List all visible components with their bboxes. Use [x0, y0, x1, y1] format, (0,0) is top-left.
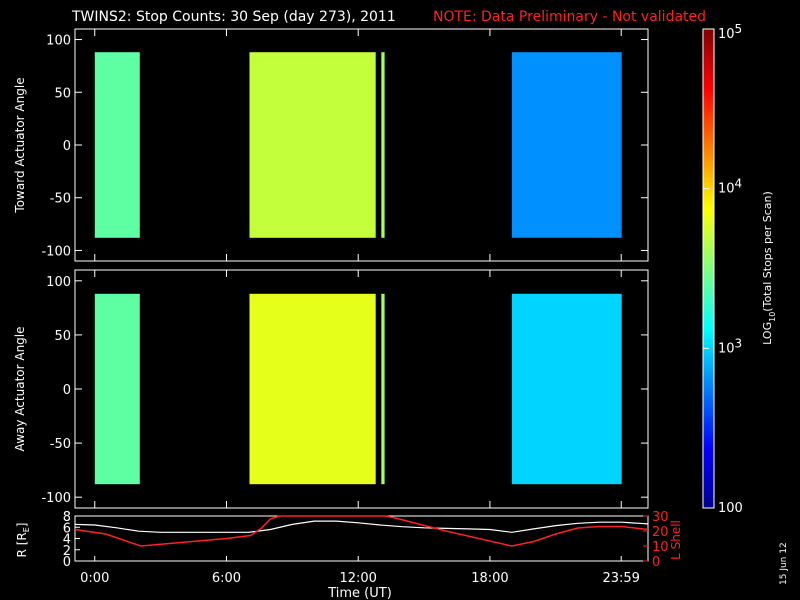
away-heatmap-marks — [94, 293, 622, 485]
time-xtick-label-2: 12:00 — [339, 571, 376, 586]
colorbar-tick-label-2: 103 — [718, 336, 742, 356]
away-y-ticks: 100 50 0 -50 -100 — [41, 270, 648, 508]
colorbar-label: LOG10(Total Stops per Scan) — [761, 191, 777, 345]
toward-heatmap-segment-2 — [381, 52, 385, 238]
colorbar-tick-label-1: 104 — [718, 177, 742, 197]
time-xtick-label-4: 23:59 — [602, 571, 639, 586]
lshell-series-line — [74, 515, 649, 547]
colorbar-label-log: LOG — [761, 322, 774, 345]
away-heatmap-segment-0 — [94, 293, 140, 485]
lshell-ytick-label-0: 30 — [652, 510, 669, 525]
toward-y-axis-label: Toward Actuator Angle — [13, 77, 27, 213]
colorbar-ticks: 105 104 103 100 — [703, 22, 743, 516]
date-stamp: 15 Jun 12 — [779, 542, 789, 585]
away-heatmap-segment-3 — [511, 293, 622, 485]
x-axis-label: Time (UT) — [327, 586, 392, 600]
figure-title: TWINS2: Stop Counts: 30 Sep (day 273), 2… — [71, 9, 396, 25]
toward-heatmap-segment-0 — [94, 52, 140, 238]
toward-y-ticks: 100 50 0 -50 -100 — [41, 29, 648, 261]
r-ytick-label-2: 4 — [63, 533, 71, 548]
lshell-ytick-label-2: 10 — [652, 540, 669, 555]
away-ytick-label-4: -100 — [41, 491, 71, 506]
away-heatmap-segment-1 — [249, 293, 376, 485]
r-ytick-label-0: 8 — [63, 510, 71, 525]
toward-actuator-panel: 100 50 0 -50 -100 Toward Actuator Angle — [13, 28, 649, 262]
time-xtick-label-0: 0:00 — [80, 571, 109, 586]
toward-heatmap-segment-3 — [511, 52, 622, 238]
away-heatmap-segment-2 — [381, 293, 385, 485]
time-xtick-label-3: 18:00 — [471, 571, 508, 586]
r-series-line — [74, 520, 649, 533]
toward-ytick-label-4: -100 — [41, 244, 71, 259]
colorbar-gradient — [703, 29, 714, 508]
r-axis-label-end: ] — [15, 523, 29, 528]
colorbar-tick-label-3: 100 — [718, 501, 743, 516]
away-y-axis-label: Away Actuator Angle — [13, 326, 27, 451]
r-axis-label: R [RE] — [15, 523, 31, 558]
toward-ytick-label-3: -50 — [50, 192, 71, 207]
colorbar-label-sub: 10 — [768, 312, 777, 322]
away-ytick-label-3: -50 — [50, 437, 71, 452]
away-actuator-panel: 100 50 0 -50 -100 Away Actuator Angle — [13, 269, 649, 509]
colorbar-tick-label-0: 105 — [718, 22, 742, 42]
r-axis-label-main: R [R — [15, 532, 29, 557]
away-ytick-label-0: 100 — [46, 275, 71, 290]
toward-ytick-label-2: 0 — [63, 139, 71, 154]
toward-ytick-label-0: 100 — [46, 34, 71, 49]
away-ytick-label-1: 50 — [54, 329, 71, 344]
r-axis-label-sub: E — [22, 527, 31, 532]
time-xtick-label-1: 6:00 — [212, 571, 241, 586]
toward-heatmap-segment-1 — [249, 52, 376, 238]
lshell-ytick-label-1: 20 — [652, 525, 669, 540]
r-ytick-label-4: 0 — [63, 555, 71, 570]
r-ytick-label-3: 2 — [63, 544, 71, 559]
colorbar: 105 104 103 100 LOG10(Total Stops per Scan) — [702, 22, 777, 516]
preliminary-note: NOTE: Data Preliminary - Not validated — [433, 9, 706, 25]
lshell-ytick-label-3: 0 — [652, 555, 660, 570]
r-ytick-label-1: 6 — [63, 521, 71, 536]
toward-ytick-label-1: 50 — [54, 86, 71, 101]
colorbar-label-rest: (Total Stops per Scan) — [761, 191, 774, 312]
away-ytick-label-2: 0 — [63, 383, 71, 398]
toward-heatmap-marks — [94, 52, 622, 238]
lshell-axis-label: L Shell — [669, 520, 683, 560]
